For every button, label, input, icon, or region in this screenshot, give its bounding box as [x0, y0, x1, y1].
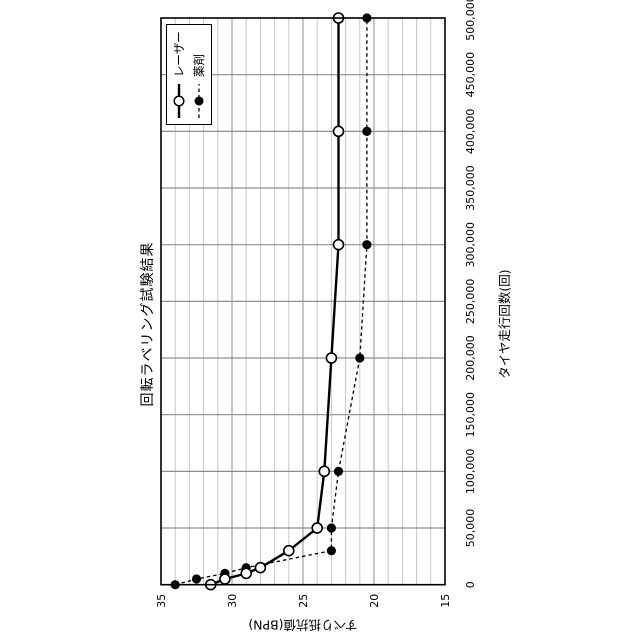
x-tick-label: 500,000 — [464, 0, 477, 41]
x-tick-label: 150,000 — [464, 392, 477, 438]
x-axis-title: タイヤ走行回数(回) — [497, 269, 512, 379]
y-tick-label: 30 — [226, 594, 239, 608]
x-tick-label: 100,000 — [464, 449, 477, 495]
data-point — [254, 561, 267, 574]
data-point — [362, 240, 372, 250]
y-tick-label: 35 — [155, 594, 168, 608]
data-point — [325, 352, 338, 364]
y-tick-label: 25 — [297, 594, 310, 608]
data-point — [332, 238, 345, 251]
data-point — [362, 126, 372, 136]
data-point — [240, 567, 252, 580]
x-tick-label: 400,000 — [464, 109, 477, 155]
legend-item-laser: レーザー — [171, 30, 187, 119]
legend-item-chemical: 薬剤 — [191, 30, 207, 119]
legend-label-laser: レーザー — [172, 31, 186, 77]
plot-border — [160, 17, 446, 586]
x-tick-label: 350,000 — [464, 165, 477, 211]
legend-label-chemical: 薬剤 — [192, 54, 206, 77]
legend: レーザー 薬剤 — [166, 24, 212, 125]
legend-sample-chemical-dashed-filled-circle-icon — [194, 84, 204, 118]
data-point — [311, 522, 324, 534]
data-point — [318, 465, 331, 478]
x-tick-label: 250,000 — [464, 279, 477, 325]
data-point — [326, 523, 336, 533]
y-tick-label: 20 — [368, 594, 381, 608]
data-point — [326, 546, 336, 556]
y-axis-tick-labels: 35 30 25 20 15 — [155, 594, 452, 608]
legend-sample-laser-solid-open-circle-icon — [173, 84, 185, 118]
x-tick-label: 300,000 — [464, 222, 477, 268]
data-point — [191, 574, 202, 584]
data-point — [282, 544, 295, 557]
data-point — [332, 125, 345, 138]
x-axis-tick-labels: 0 50,000 100,000 150,000 200,000 250,000 300,0… — [464, 0, 477, 588]
data-point — [219, 573, 231, 585]
gridlines — [161, 18, 445, 585]
x-tick-label: 50,000 — [464, 509, 477, 548]
y-tick-label: 15 — [439, 594, 452, 608]
y-axis-title: すべり抵抗値(BPN) — [248, 617, 358, 633]
x-tick-label: 0 — [464, 581, 477, 588]
data-point — [333, 466, 344, 476]
x-tick-label: 450,000 — [464, 52, 477, 98]
x-tick-label: 200,000 — [464, 335, 477, 381]
data-point — [355, 353, 365, 363]
